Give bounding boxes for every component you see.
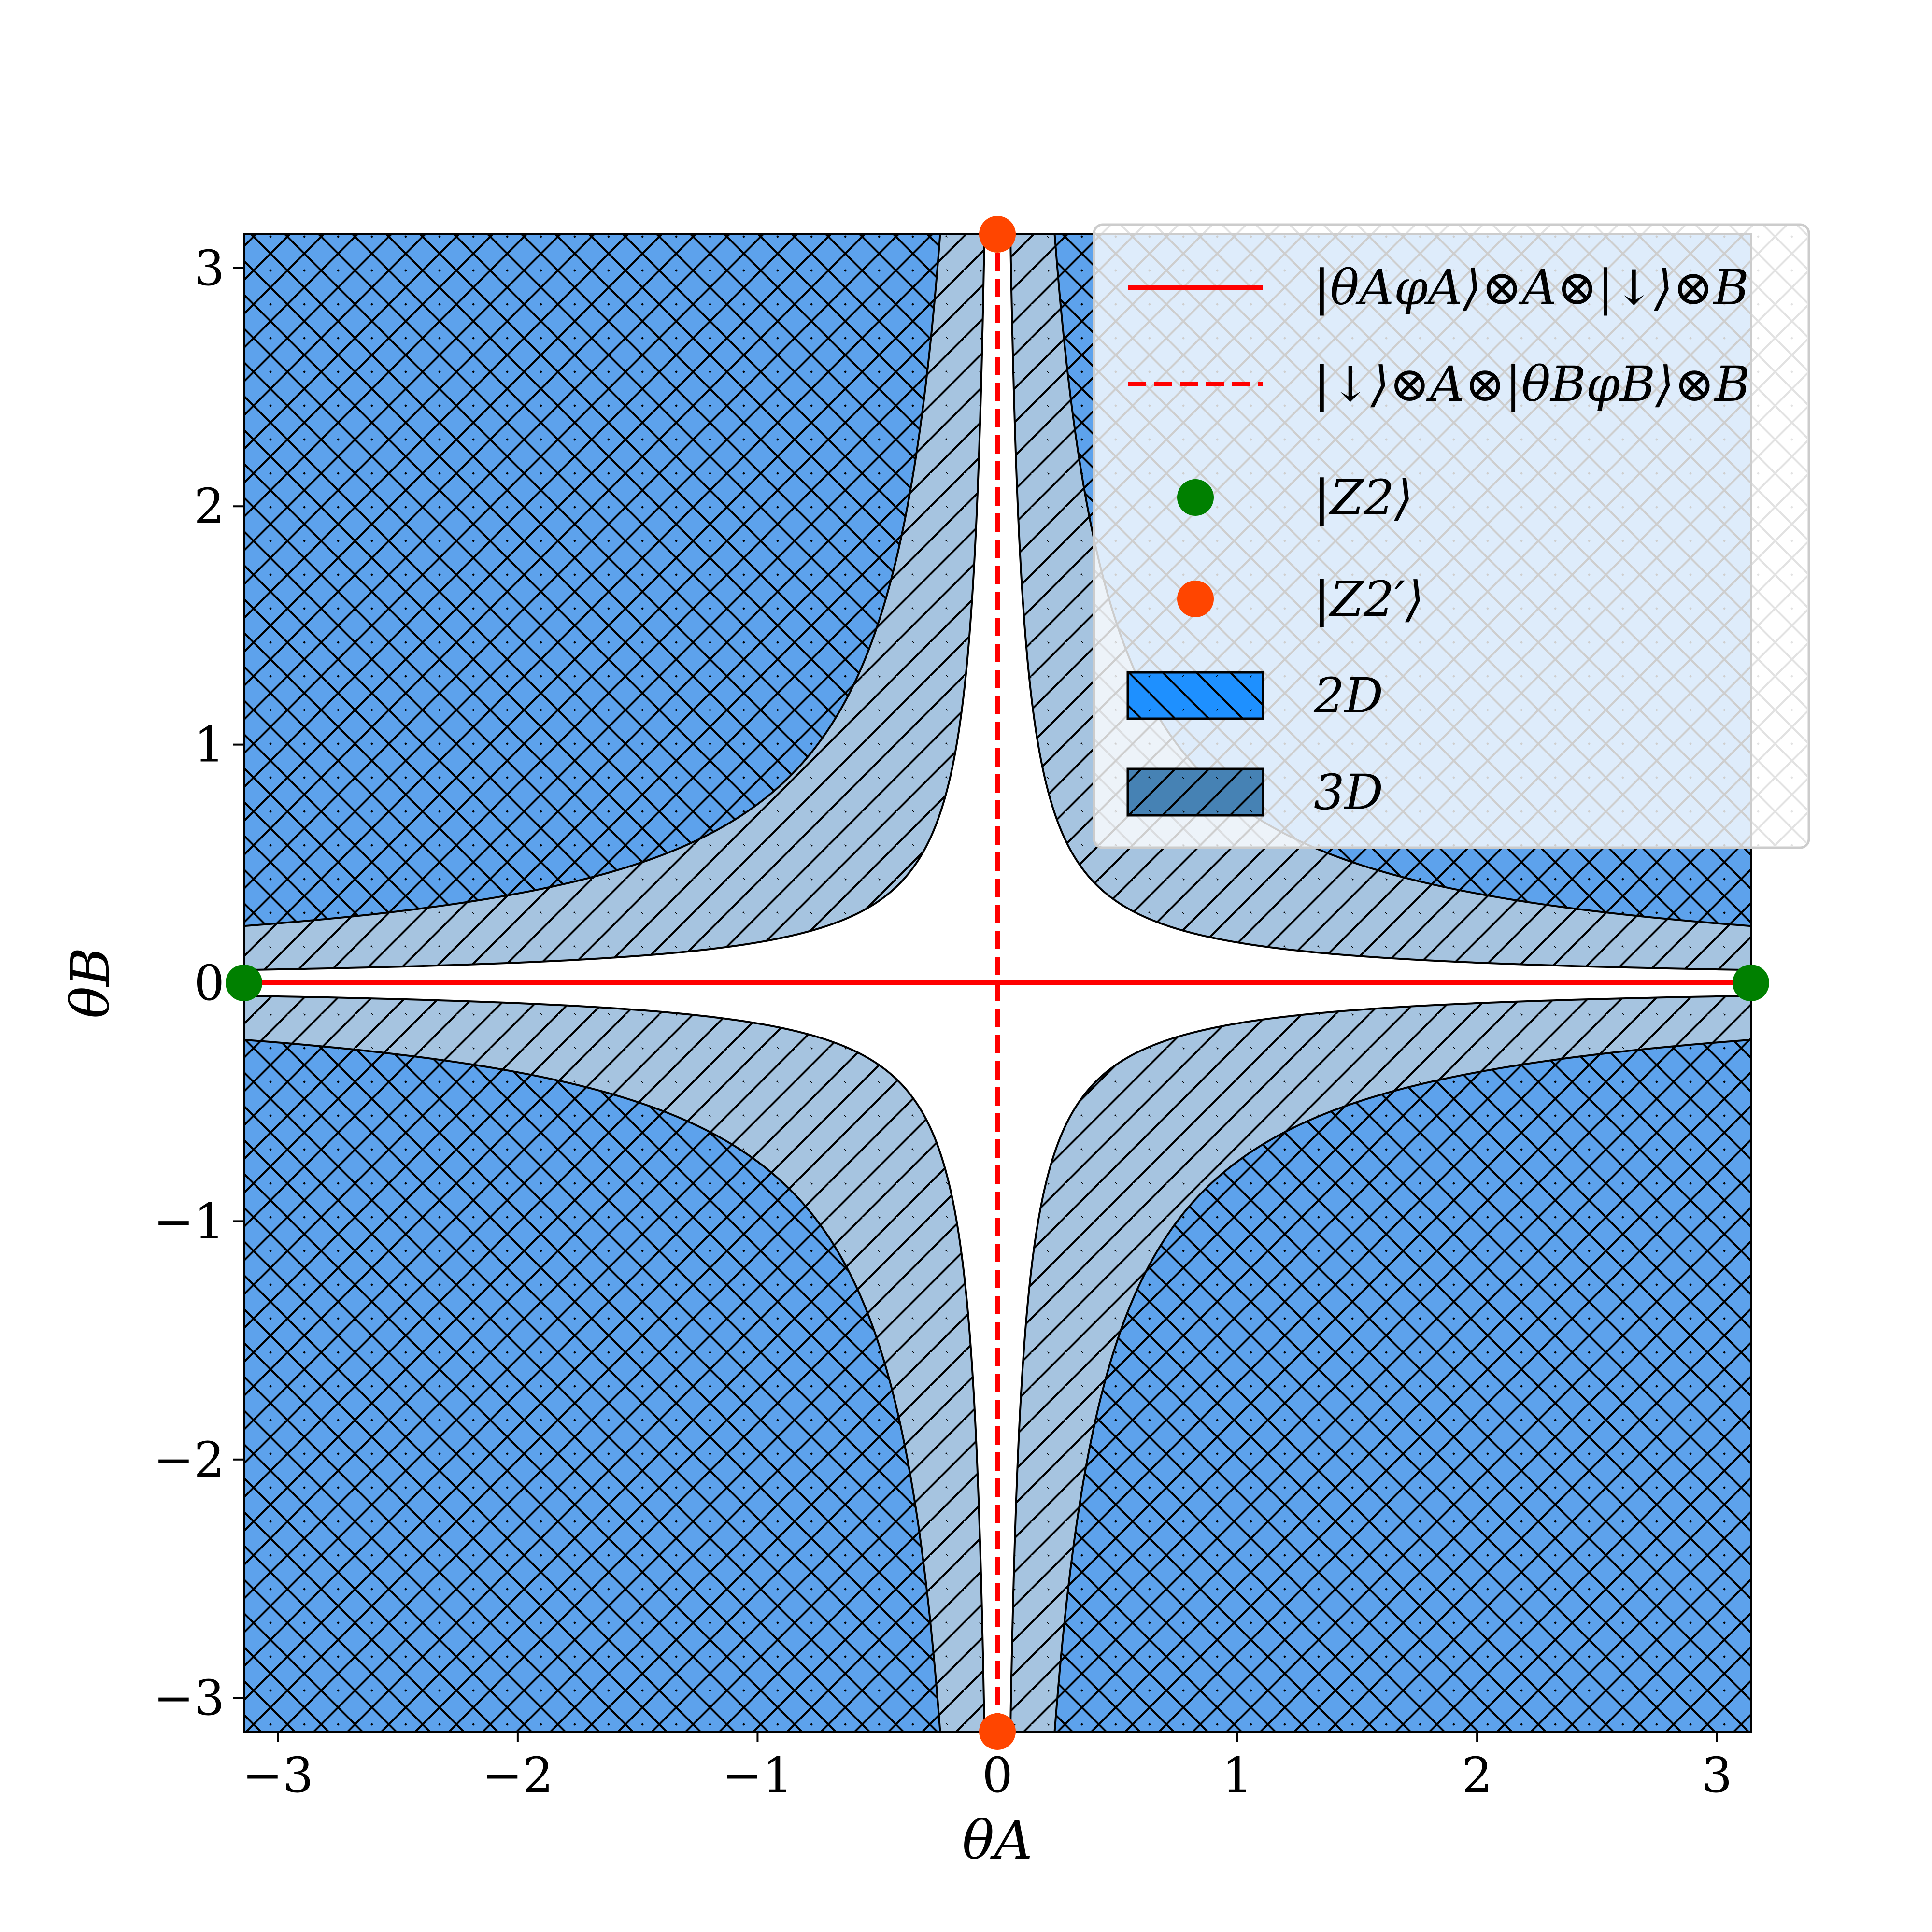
y-tick-label: −2 <box>154 1432 225 1488</box>
2d-hatch-fwd-2 <box>244 1039 940 1732</box>
y-tick-label: 2 <box>194 478 225 535</box>
point-1-1 <box>979 1713 1016 1750</box>
legend-label-1: |↓⟩⊗A⊗|θBφB⟩⊗B <box>1314 356 1750 412</box>
legend-patch-hatch-4 <box>1128 672 1263 719</box>
x-tick-label: −1 <box>722 1747 793 1804</box>
legend-point-3 <box>1177 581 1214 617</box>
x-axis-label: θA <box>962 1809 1033 1871</box>
y-tick-label: −1 <box>154 1193 225 1250</box>
point-0-0 <box>226 965 262 1001</box>
y-axis-label: θB <box>59 947 121 1018</box>
y-tick-label: 1 <box>194 717 225 773</box>
points-layer <box>226 216 1769 1750</box>
legend-label-2: |Z2⟩ <box>1314 469 1413 526</box>
x-tick-label: 2 <box>1462 1747 1492 1804</box>
legend-point-2 <box>1177 479 1214 516</box>
legend-label-5: 3D <box>1314 764 1383 821</box>
point-1-0 <box>979 216 1016 253</box>
y-ticks: −3 −2 −1 0 1 2 3 <box>154 240 244 1726</box>
y-tick-label: 3 <box>194 240 225 297</box>
legend: |θAφA⟩⊗A⊗|↓⟩⊗B |↓⟩⊗A⊗|θBφB⟩⊗B |Z2⟩ |Z2′⟩ 2D 3… <box>1093 223 1810 849</box>
x-tick-label: 1 <box>1222 1747 1253 1804</box>
x-tick-label: −2 <box>482 1747 553 1804</box>
2d-hatch-fwd-1 <box>244 234 940 926</box>
legend-label-4: 2D <box>1313 668 1383 724</box>
x-tick-label: 0 <box>982 1747 1013 1804</box>
legend-label-3: |Z2′⟩ <box>1314 571 1424 627</box>
x-tick-label: −3 <box>242 1747 313 1804</box>
y-tick-label: −3 <box>154 1670 225 1726</box>
legend-label-0: |θAφA⟩⊗A⊗|↓⟩⊗B <box>1314 259 1749 316</box>
legend-hatch-overlay <box>1095 226 1807 846</box>
x-ticks: −3 −2 −1 0 1 2 3 <box>242 1732 1733 1804</box>
legend-entries: |θAφA⟩⊗A⊗|↓⟩⊗B |↓⟩⊗A⊗|θBφB⟩⊗B |Z2⟩ |Z2′⟩ 2D 3… <box>1126 259 1750 821</box>
y-tick-label: 0 <box>194 955 225 1011</box>
series-layer <box>244 234 1751 1732</box>
point-0-1 <box>1733 965 1769 1001</box>
legend-patch-hatch-5 <box>1128 769 1263 815</box>
2d-hatch-fwd-3 <box>1054 1039 1751 1732</box>
x-tick-label: 3 <box>1702 1747 1733 1804</box>
